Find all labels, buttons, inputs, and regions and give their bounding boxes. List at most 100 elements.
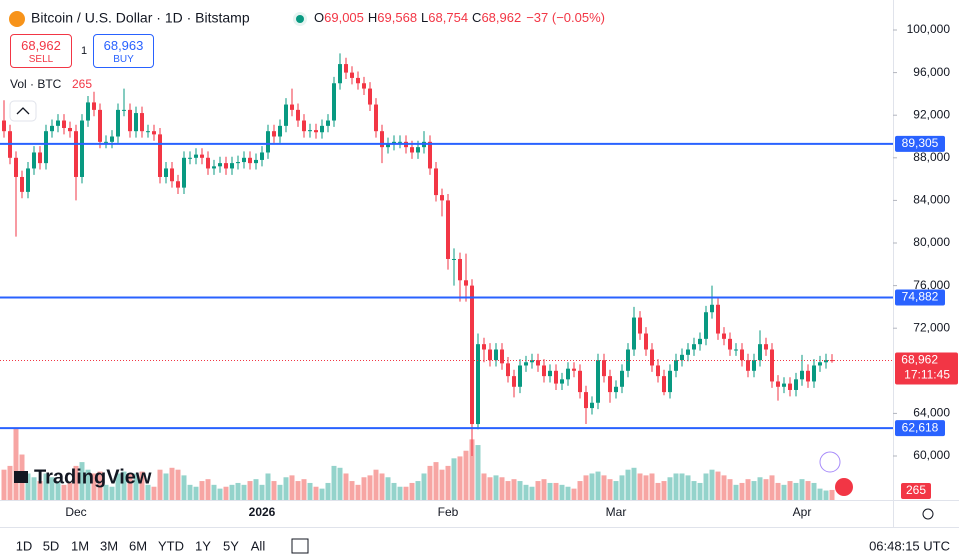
volume-bar [781, 484, 787, 500]
volume-bar [373, 469, 379, 500]
candle-body [146, 131, 150, 133]
range-button[interactable]: 5D [43, 538, 60, 553]
date-range-icon[interactable] [291, 538, 309, 554]
range-button[interactable]: 3M [100, 538, 118, 553]
candle-body [590, 402, 594, 409]
volume-bar [445, 465, 451, 500]
range-button[interactable]: 1D [16, 538, 33, 553]
candle-body [272, 131, 276, 137]
candle-body [674, 360, 678, 371]
volume-title[interactable]: Vol · BTC [10, 77, 62, 91]
alert-icon[interactable] [819, 451, 841, 473]
logo[interactable]: TradingView [34, 466, 152, 488]
volume-bar [799, 479, 805, 500]
volume-bar [319, 488, 325, 500]
volume-bar [619, 475, 625, 500]
candle-body [368, 88, 372, 105]
candle-body [782, 383, 786, 387]
volume-bar [157, 469, 163, 500]
volume-bar [331, 465, 337, 500]
clock[interactable]: 06:48:15 UTC [869, 538, 950, 553]
settings-icon[interactable] [922, 508, 934, 520]
candle-body [116, 109, 120, 137]
volume-bar [805, 481, 811, 500]
range-button[interactable]: 6M [129, 538, 147, 553]
candle-body [338, 64, 342, 84]
volume-bar [265, 473, 271, 500]
volume-bar [715, 471, 721, 500]
candle-body [764, 344, 768, 350]
high-label: H [368, 10, 377, 25]
volume-bar [313, 486, 319, 500]
buy-button[interactable]: 68,963 BUY [93, 34, 154, 68]
range-button[interactable]: 5Y [223, 538, 239, 553]
volume-bar [343, 473, 349, 500]
volume-bar [745, 479, 751, 500]
candle-body [500, 349, 504, 364]
candle-body [806, 370, 810, 382]
candle-body [812, 365, 816, 382]
volume-bar [247, 481, 253, 500]
volume-bar [145, 484, 151, 500]
volume-bar [13, 428, 19, 500]
candle-body [122, 109, 126, 111]
bitcoin-icon [9, 11, 25, 27]
collapse-button[interactable] [9, 100, 37, 122]
volume-bar [421, 473, 427, 500]
candle-body [752, 360, 756, 371]
y-tick-label: 64,000 [913, 406, 950, 420]
volume-bar [43, 473, 49, 500]
volume-bar [829, 489, 835, 500]
x-tick-label: 2026 [249, 505, 276, 519]
candle-body [20, 176, 24, 192]
candle-body [194, 154, 198, 158]
candle-body [314, 130, 318, 133]
volume-bar [283, 477, 289, 500]
sell-button[interactable]: 68,962 SELL [10, 34, 72, 68]
symbol-title[interactable]: Bitcoin / U.S. Dollar · 1D · Bitstamp [31, 10, 250, 26]
market-status[interactable] [296, 15, 304, 23]
volume-bar [727, 479, 733, 500]
events-icon[interactable] [835, 478, 853, 496]
candle-body [632, 317, 636, 350]
range-button[interactable]: 1M [71, 538, 89, 553]
volume-bar [769, 475, 775, 500]
volume-bar [49, 477, 55, 500]
volume-bar [547, 482, 553, 500]
volume-bar [223, 486, 229, 500]
candle-body [482, 344, 486, 350]
candle-body [176, 181, 180, 188]
range-button[interactable]: 1Y [195, 538, 211, 553]
volume-bar [655, 482, 661, 500]
volume-bar [301, 479, 307, 500]
candle-body [416, 147, 420, 153]
volume-bar [7, 465, 13, 500]
candle-body [128, 109, 132, 132]
low-label: L [421, 10, 428, 25]
candle-body [206, 157, 210, 169]
volume-bar [103, 484, 109, 500]
volume-bar [259, 484, 265, 500]
volume-bar [739, 482, 745, 500]
candle-body [428, 141, 432, 169]
volume-bar [577, 481, 583, 500]
volume-bar [253, 479, 259, 500]
x-tick-label: Apr [793, 505, 812, 519]
volume-bar [493, 475, 499, 500]
collapse-icon [16, 107, 30, 115]
candle-body [704, 312, 708, 339]
candle-body [2, 120, 6, 132]
candle-body [440, 195, 444, 201]
y-tick-label: 96,000 [913, 65, 950, 79]
candle-body [554, 370, 558, 384]
candle-body [722, 333, 726, 339]
range-button[interactable]: All [251, 538, 266, 553]
buy-label: BUY [113, 54, 134, 65]
volume-bar [199, 481, 205, 500]
volume-bar [811, 482, 817, 500]
y-tick-label: 76,000 [913, 278, 950, 292]
candle-body [248, 157, 252, 164]
volume-bar [349, 481, 355, 500]
volume-bar [553, 482, 559, 500]
range-button[interactable]: YTD [158, 538, 184, 553]
